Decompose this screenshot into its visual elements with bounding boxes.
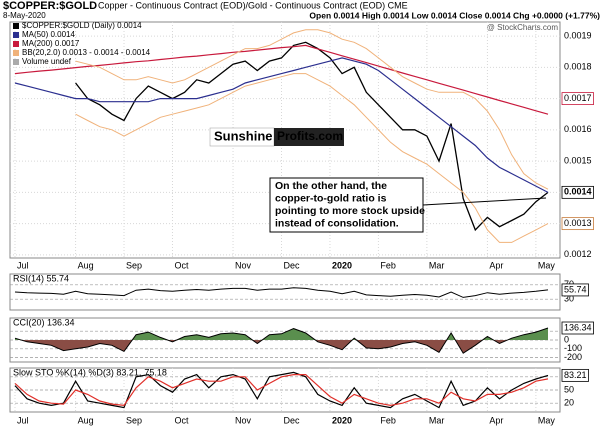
panel-frame <box>9 21 561 259</box>
last-value-box <box>561 321 594 335</box>
x-tick-label: Apr <box>489 260 503 270</box>
y-tick-label: 30 <box>564 294 574 304</box>
series-line <box>75 41 549 232</box>
series-line <box>75 73 549 243</box>
date: 8-May-2020 <box>3 11 46 20</box>
last-value-label: 0.0017 <box>564 93 592 103</box>
x-tick-label: Oct <box>174 260 189 270</box>
panel-frame <box>9 273 561 311</box>
series-line <box>14 327 549 354</box>
x-tick-label: May <box>538 415 556 425</box>
x-tick-label: Oct <box>174 415 189 425</box>
last-value-box <box>561 92 594 105</box>
legend-label: BB(20,2.0) 0.0013 - 0.0014 - 0.0014 <box>22 48 151 57</box>
legend-label: Volume undef <box>22 57 72 66</box>
x-tick-label: Nov <box>235 260 252 270</box>
annotation-text: instead of consolidation. <box>275 217 399 229</box>
y-tick-label: 0 <box>564 334 569 344</box>
panel-title: CCI(20) 136.34 <box>13 317 75 327</box>
x-tick-label: Jul <box>17 415 29 425</box>
last-value-box <box>561 283 589 297</box>
x-tick-label: Apr <box>489 415 503 425</box>
legend-swatch <box>13 50 19 56</box>
x-tick-label: Nov <box>235 415 252 425</box>
y-tick-label: 0.0016 <box>564 124 592 134</box>
x-tick-label: May <box>538 260 556 270</box>
y-tick-label: 0.0012 <box>564 249 592 259</box>
x-tick-label: Mar <box>429 260 445 270</box>
last-value-label: 0.0013 <box>564 218 592 228</box>
x-tick-label: 2020 <box>332 415 352 425</box>
legend-label: MA(50) 0.0014 <box>22 30 75 39</box>
series-line <box>14 371 549 409</box>
panel-title-extra: 75.18 <box>144 367 167 377</box>
x-tick-label: Dec <box>284 415 301 425</box>
annotation-text: copper-to-gold ratio is <box>275 192 387 204</box>
y-tick-label: 0.0018 <box>564 62 592 72</box>
x-tick-label: Feb <box>380 260 396 270</box>
legend-swatch <box>13 23 19 29</box>
last-value-box <box>561 368 589 382</box>
x-tick-label: Dec <box>284 260 301 270</box>
legend-label: $COPPER:$GOLD (Daily) 0.0014 <box>22 21 142 30</box>
area-below <box>15 340 548 354</box>
panel-title: RSI(14) 55.74 <box>13 273 69 283</box>
source: @ StockCharts.com <box>487 23 559 32</box>
y-tick-label: 0.0015 <box>564 155 592 165</box>
logo-text: Profits.com <box>277 129 343 143</box>
x-tick-label: 2020 <box>332 260 352 270</box>
logo-right <box>274 128 344 146</box>
y-tick-label: 20 <box>564 398 574 408</box>
symbol: $COPPER:$GOLD <box>3 0 97 12</box>
quote: Open 0.0014 High 0.0014 Low 0.0014 Close… <box>309 10 600 20</box>
y-tick-label: 0.0019 <box>564 30 592 40</box>
annotation-arrow <box>422 197 547 206</box>
x-tick-label: Sep <box>126 260 142 270</box>
legend-swatch <box>13 32 19 38</box>
panel-title: Slow STO %K(14) %D(3) 83.21, <box>13 367 141 377</box>
y-tick-label: -100 <box>564 343 582 353</box>
annotation-box <box>269 177 424 233</box>
logo-text: Sunshine <box>214 128 273 143</box>
series-line <box>14 374 549 407</box>
last-value-label: 55.74 <box>564 284 587 294</box>
y-tick-label: -200 <box>564 352 582 362</box>
series-line <box>14 287 549 298</box>
x-tick-label: Sep <box>126 415 142 425</box>
legend-swatch <box>13 59 19 65</box>
last-value-label: 0.0014 <box>564 187 592 197</box>
last-value-label: 83.21 <box>564 370 587 380</box>
series-line <box>14 57 549 193</box>
series-line <box>75 29 549 190</box>
annotation-text: pointing to more stock upside <box>275 205 425 217</box>
x-tick-label: Aug <box>78 260 94 270</box>
x-tick-label: Feb <box>380 415 396 425</box>
last-value-box <box>561 185 594 199</box>
description: Copper - Continuous Contract (EOD)/Gold … <box>98 0 408 10</box>
legend-label: MA(200) 0.0017 <box>22 39 80 48</box>
x-tick-label: Jul <box>17 260 29 270</box>
last-value-box <box>561 217 594 231</box>
annotation-text: On the other hand, the <box>275 180 387 192</box>
legend-swatch <box>13 41 19 47</box>
x-tick-label: Aug <box>78 415 94 425</box>
last-value-label: 136.34 <box>564 322 592 332</box>
x-tick-label: Mar <box>429 415 445 425</box>
series-line <box>14 44 549 115</box>
y-tick-label: 50 <box>564 384 574 394</box>
